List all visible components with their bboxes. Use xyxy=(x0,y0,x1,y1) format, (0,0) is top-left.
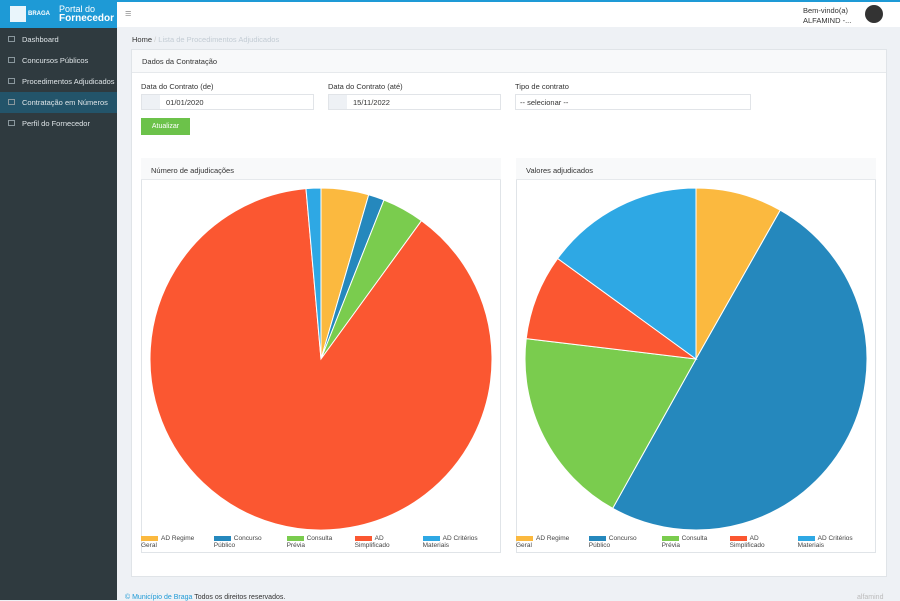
pie-chart xyxy=(524,187,868,531)
pie-slice xyxy=(524,338,697,510)
legend-label: Consulta Prévia xyxy=(661,535,708,549)
legend-item: AD Regime Geral xyxy=(516,535,583,549)
pie-slice xyxy=(305,187,322,360)
field-value: -- selecionar -- xyxy=(520,98,569,107)
pie-slice xyxy=(556,187,697,360)
field-label: Data do Contrato (de) xyxy=(141,82,214,91)
legend-label: AD Regime Geral xyxy=(141,535,195,549)
menu-icon xyxy=(8,36,15,42)
breadcrumb-home[interactable]: Home xyxy=(132,35,153,44)
calendar-addon xyxy=(329,95,347,109)
legend-label: Concurso Público xyxy=(213,535,262,549)
brand-bottom: Fornecedor xyxy=(59,13,115,24)
brand-small: BRAGA xyxy=(28,11,50,17)
field-label: Data do Contrato (até) xyxy=(328,82,403,91)
legend-swatch xyxy=(588,535,606,541)
menu-item[interactable]: Procedimentos Adjudicados xyxy=(22,77,115,86)
breadcrumb-current: Lista de Procedimentos Adjudicados xyxy=(158,35,280,44)
legend-swatch xyxy=(354,535,372,541)
legend-swatch xyxy=(422,535,440,541)
legend-item: AD Critérios Materiais xyxy=(797,535,876,549)
legend-item: AD Regime Geral xyxy=(141,535,208,549)
menu-toggle[interactable]: ≡ xyxy=(125,8,132,20)
breadcrumb: Home / Lista de Procedimentos Adjudicado… xyxy=(132,35,279,44)
menu-icon xyxy=(8,120,15,126)
legend-label: AD Simplificado xyxy=(354,535,390,549)
legend-swatch xyxy=(141,535,158,541)
logo[interactable]: BRAGA Portal do Fornecedor xyxy=(0,0,117,28)
footer-brand: alfamind xyxy=(857,594,884,601)
pie-chart xyxy=(149,187,493,531)
menu-item[interactable]: Contratação em Números xyxy=(0,92,117,113)
menu-icon xyxy=(8,78,15,84)
legend-item: AD Critérios Materiais xyxy=(422,535,501,549)
field-input[interactable]: 15/11/2022 xyxy=(328,94,501,110)
calendar-addon xyxy=(142,95,160,109)
greeting: Bem-vindo(a) xyxy=(803,6,849,15)
chart-header xyxy=(516,158,876,180)
pie-slice xyxy=(611,209,868,531)
footer-text: Todos os direitos reservados. xyxy=(194,594,286,601)
chart-title: Número de adjudicações xyxy=(151,166,234,175)
legend-item: Concurso Público xyxy=(213,535,281,549)
field-value: 15/11/2022 xyxy=(353,98,390,107)
legend-label: Concurso Público xyxy=(588,535,637,549)
topbar: ≡ Bem-vindo(a) ALFAMIND -... xyxy=(117,0,900,27)
legend-swatch xyxy=(213,535,231,541)
legend-label: AD Simplificado xyxy=(729,535,765,549)
legend-label: AD Critérios Materiais xyxy=(797,535,853,549)
legend-item: Concurso Público xyxy=(588,535,656,549)
legend: AD Regime Geral Concurso Público Consulta … xyxy=(516,535,876,549)
pie-slice xyxy=(149,188,493,531)
logo-icon xyxy=(10,6,26,22)
chart-title: Valores adjudicados xyxy=(526,166,593,175)
user-name[interactable]: ALFAMIND -... xyxy=(803,16,852,25)
menu-icon xyxy=(8,99,15,105)
legend-label: AD Regime Geral xyxy=(516,535,570,549)
menu-icon xyxy=(8,57,15,63)
update-button[interactable]: Atualizar xyxy=(141,118,190,135)
field-input[interactable]: -- selecionar -- xyxy=(515,94,751,110)
brand-top: Portal do xyxy=(59,4,96,14)
panel-title: Dados da Contratação xyxy=(142,57,218,66)
legend-swatch xyxy=(516,535,533,541)
pie-slice xyxy=(695,187,781,361)
menu-item[interactable]: Concursos Públicos xyxy=(22,56,89,65)
field-value: 01/01/2020 xyxy=(166,98,204,107)
field-label: Tipo de contrato xyxy=(515,82,569,91)
legend-swatch xyxy=(729,535,747,541)
chart-header xyxy=(141,158,501,180)
legend-item: Consulta Prévia xyxy=(661,535,724,549)
field-input[interactable]: 01/01/2020 xyxy=(141,94,314,110)
menu-item[interactable]: Dashboard xyxy=(22,35,59,44)
menu-item[interactable]: Perfil do Fornecedor xyxy=(22,119,90,128)
legend-swatch xyxy=(661,535,679,541)
legend-label: Consulta Prévia xyxy=(286,535,333,549)
footer-link[interactable]: © Município de Braga xyxy=(125,594,193,601)
avatar[interactable] xyxy=(865,5,883,23)
legend-item: Consulta Prévia xyxy=(286,535,349,549)
legend-swatch xyxy=(286,535,304,541)
breadcrumb-sep: / xyxy=(152,35,159,44)
legend-swatch xyxy=(797,535,815,541)
legend-item: AD Simplificado xyxy=(354,535,417,549)
legend-label: AD Critérios Materiais xyxy=(422,535,478,549)
legend-item: AD Simplificado xyxy=(729,535,792,549)
footer: © Município de Braga Todos os direitos r… xyxy=(125,594,285,601)
panel-header xyxy=(132,50,886,73)
legend: AD Regime Geral Concurso Público Consulta … xyxy=(141,535,501,549)
